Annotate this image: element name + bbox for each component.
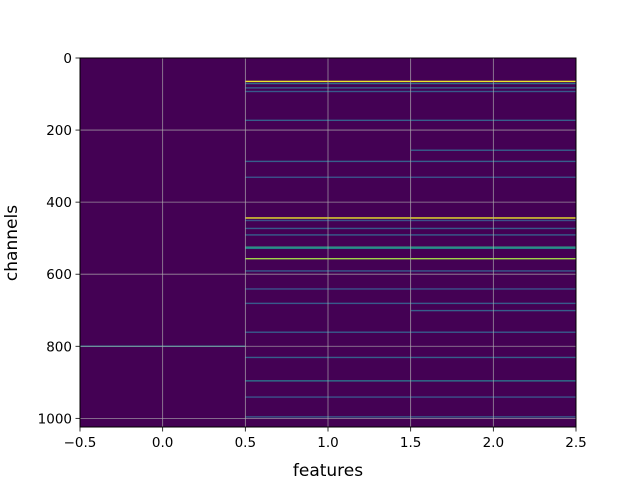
x-axis-label: features xyxy=(293,461,363,480)
y-axis-ticks: 0 200 400 600 800 1000 xyxy=(38,51,80,427)
x-tick-label: 2.5 xyxy=(565,435,586,451)
y-tick-label: 0 xyxy=(63,51,72,67)
y-tick-label: 1000 xyxy=(38,411,72,427)
x-tick-label: 1.5 xyxy=(400,435,421,451)
y-tick-label: 600 xyxy=(46,267,72,283)
y-axis-label: channels xyxy=(2,205,22,281)
x-tick-label: 1.0 xyxy=(317,435,338,451)
y-tick-label: 400 xyxy=(46,195,72,211)
y-tick-label: 200 xyxy=(46,123,72,139)
x-tick-label: 2.0 xyxy=(483,435,504,451)
x-axis-ticks: −0.5 0.0 0.5 1.0 1.5 2.0 2.5 xyxy=(64,427,587,451)
x-tick-label: −0.5 xyxy=(64,435,97,451)
x-tick-label: 0.5 xyxy=(235,435,256,451)
x-tick-label: 0.0 xyxy=(152,435,173,451)
y-tick-label: 800 xyxy=(46,339,72,355)
